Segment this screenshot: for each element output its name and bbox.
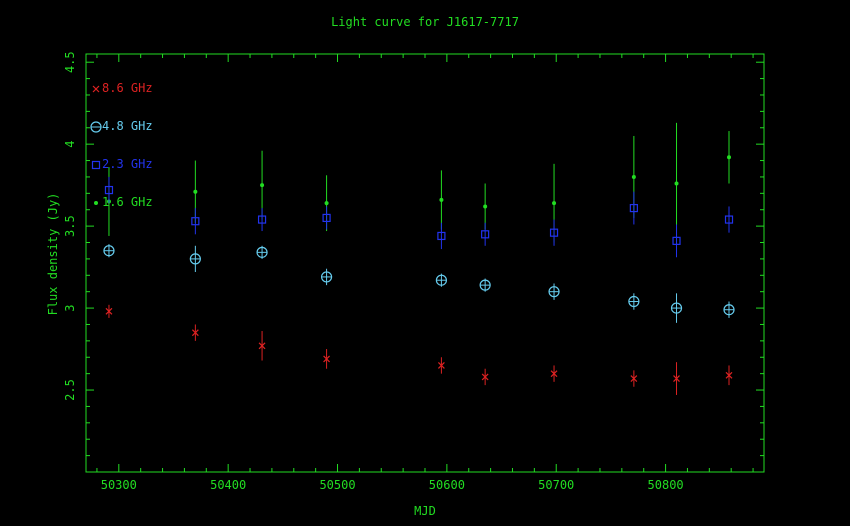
x-tick-label: 50300 (101, 478, 137, 492)
data-point (191, 208, 200, 235)
series-4-8-ghz (103, 244, 735, 323)
x-tick-label: 50500 (319, 478, 355, 492)
legend-label: 2.3 GHz (102, 157, 153, 171)
data-point (550, 365, 558, 382)
cross-marker-stroke (550, 370, 558, 378)
data-point (437, 222, 446, 250)
dot-marker (324, 201, 329, 206)
x-tick-label: 50600 (429, 478, 465, 492)
x-tick-label: 50700 (538, 478, 574, 492)
data-point (674, 122, 679, 245)
data-point (258, 331, 266, 361)
legend: 8.6 GHz 4.8 GHz 2.3 GHz 1.6 GHz (90, 81, 153, 209)
square-marker (91, 160, 101, 170)
data-point (723, 301, 735, 318)
dot-marker (193, 189, 198, 194)
series-8-6-ghz (105, 304, 733, 395)
data-point (322, 206, 331, 230)
data-point (105, 304, 113, 318)
square-marker (257, 215, 267, 224)
y-tick-label: 3.5 (63, 215, 77, 237)
chart-title: Light curve for J1617-7717 (331, 15, 519, 29)
cross-marker-stroke (323, 355, 331, 363)
dot-marker (552, 201, 557, 206)
x-axis-label: MJD (414, 504, 436, 518)
dot-marker (727, 155, 732, 160)
data-point (435, 273, 448, 287)
square-marker (104, 185, 114, 195)
cross-marker-stroke (437, 362, 445, 369)
square-marker (481, 230, 490, 239)
legend-label: 8.6 GHz (102, 81, 153, 95)
dot-marker (631, 174, 636, 179)
data-point (628, 293, 640, 310)
legend-entry: 8.6 GHz (92, 81, 153, 95)
cross-marker-stroke (481, 373, 489, 381)
data-point (549, 219, 559, 246)
data-point (481, 368, 489, 386)
legend-entry: 4.8 GHz (90, 119, 153, 133)
plot-frame (85, 53, 765, 473)
y-tick-label: 3 (63, 304, 77, 311)
legend-label: 4.8 GHz (102, 119, 153, 133)
data-marks (103, 122, 735, 395)
data-point (103, 244, 115, 258)
series-2-3-ghz (104, 176, 734, 258)
data-point (670, 293, 683, 323)
data-point (104, 176, 114, 204)
data-point (320, 268, 333, 286)
y-tick-label: 4.5 (63, 51, 77, 73)
cross-marker-stroke (191, 329, 199, 337)
dot-marker (94, 201, 98, 205)
data-point (257, 208, 267, 232)
legend-entry: 1.6 GHz (94, 195, 153, 209)
data-point (724, 206, 734, 233)
cross-marker-stroke (630, 375, 638, 382)
data-point (481, 222, 490, 246)
data-point (727, 131, 732, 184)
square-marker (322, 213, 331, 223)
axis-ticks: 50300 50400 50500 50600 50700 50800 2.5 3 3.5 4 4.… (63, 51, 764, 492)
data-point (191, 324, 199, 341)
square-marker (724, 215, 734, 224)
square-marker (191, 217, 200, 226)
data-point (483, 183, 488, 230)
data-point (629, 191, 638, 225)
square-marker (437, 231, 446, 241)
data-point (673, 362, 680, 395)
y-tick-label: 4 (63, 141, 77, 148)
x-tick-label: 50800 (648, 478, 684, 492)
square-marker (672, 236, 681, 245)
y-tick-label: 2.5 (63, 379, 77, 401)
data-point (548, 283, 560, 300)
data-point (437, 357, 445, 374)
square-marker (549, 228, 559, 237)
square-marker (629, 203, 638, 213)
data-point (479, 278, 491, 292)
data-point (323, 349, 331, 369)
cross-marker-stroke (673, 375, 680, 382)
cross-marker-stroke (105, 307, 113, 315)
cross-marker-stroke (92, 85, 100, 93)
data-point (672, 224, 681, 258)
dot-marker (483, 204, 488, 209)
data-point (189, 245, 201, 273)
legend-label: 1.6 GHz (102, 195, 153, 209)
cross-marker-stroke (258, 342, 266, 350)
data-point (725, 365, 733, 386)
dot-marker (674, 181, 679, 186)
data-point (256, 245, 268, 259)
x-tick-label: 50400 (210, 478, 246, 492)
dot-marker (439, 197, 444, 202)
data-point (630, 370, 638, 387)
y-axis-label: Flux density (Jy) (46, 193, 60, 316)
data-point (439, 170, 444, 230)
cross-marker-stroke (725, 371, 733, 379)
series-1-6-ghz (106, 122, 732, 245)
legend-entry: 2.3 GHz (91, 157, 153, 171)
dot-marker (260, 183, 265, 188)
